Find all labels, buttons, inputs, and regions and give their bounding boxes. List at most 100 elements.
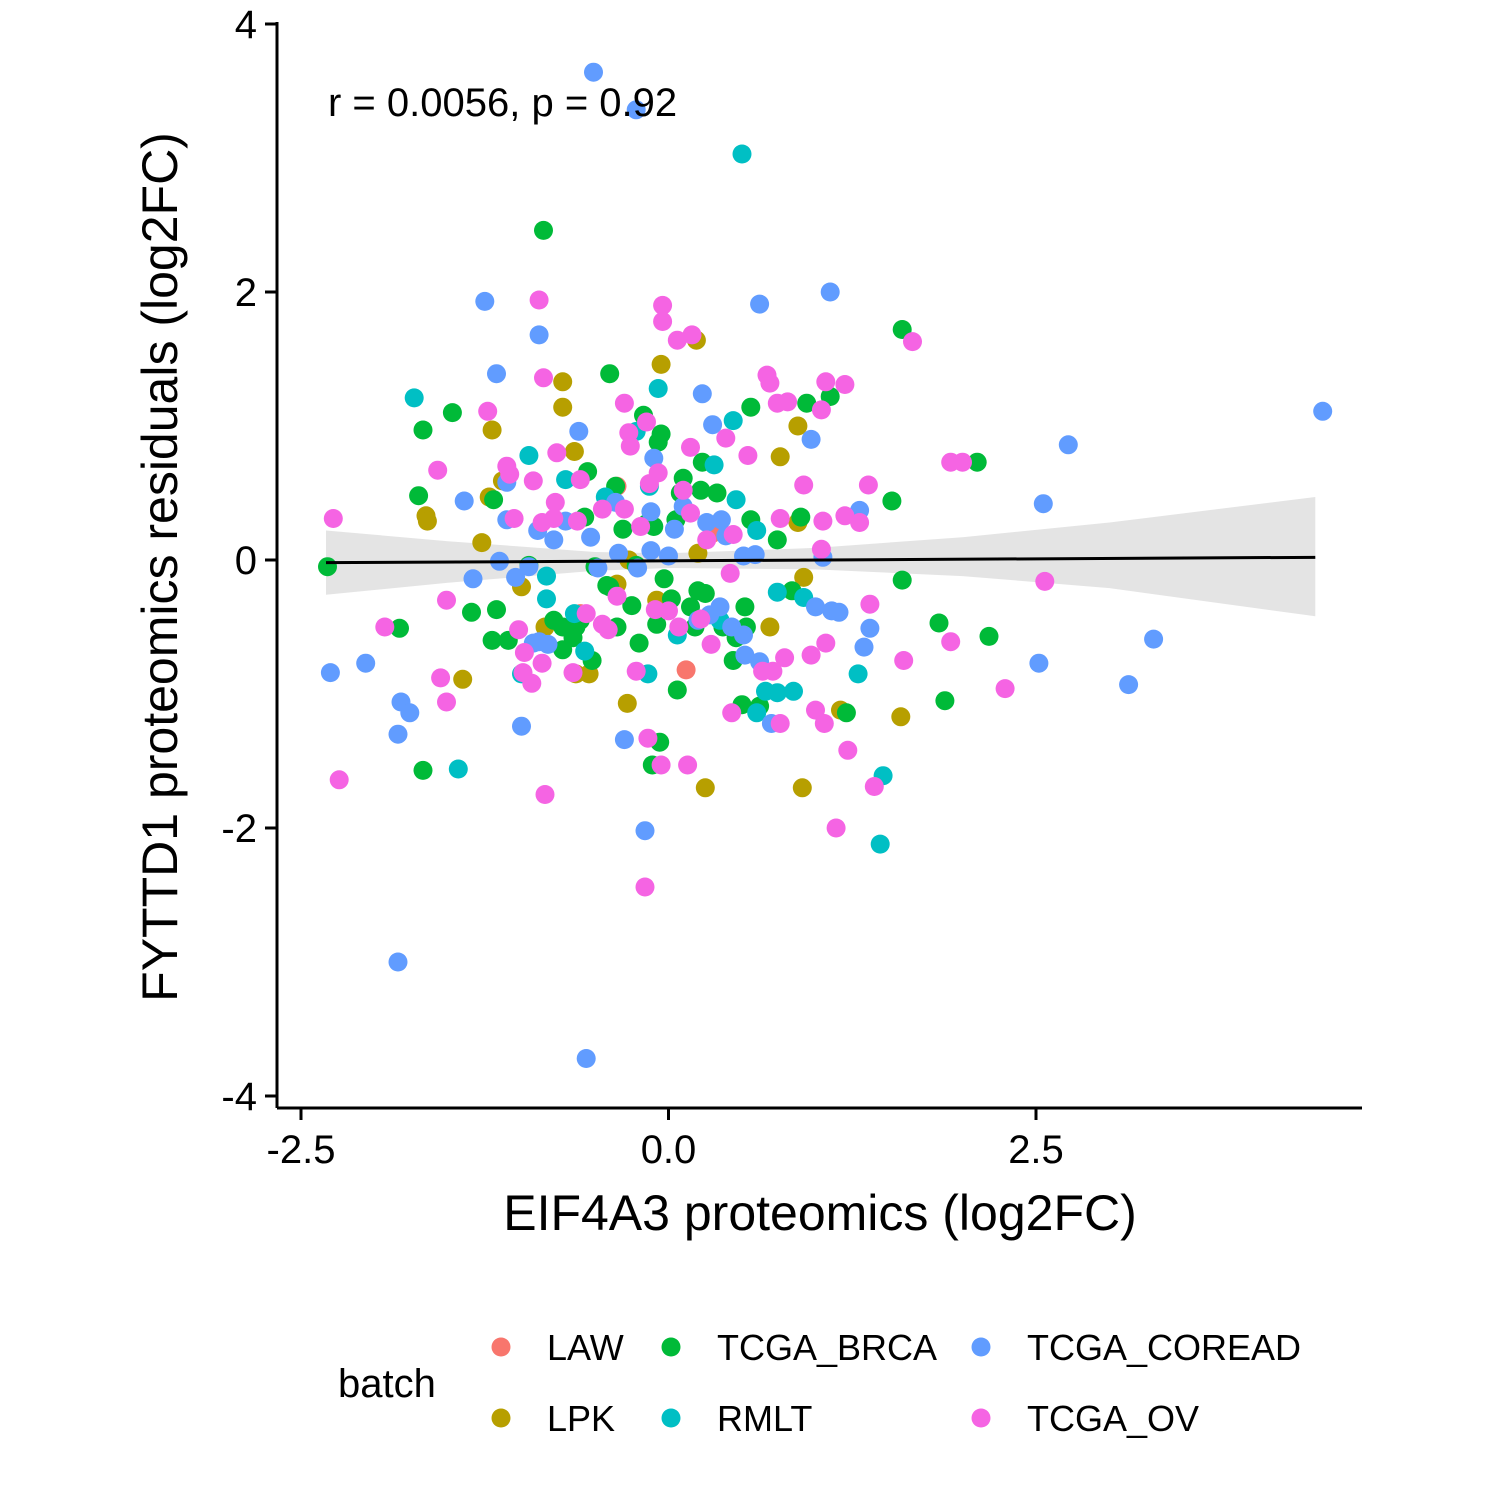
data-point <box>626 661 646 681</box>
data-point <box>681 437 700 457</box>
data-point <box>622 596 642 616</box>
legend-swatch <box>971 1408 991 1428</box>
data-point <box>747 703 767 723</box>
data-point <box>329 770 349 790</box>
data-point <box>431 668 451 688</box>
data-point <box>811 400 831 420</box>
data-point <box>564 442 584 461</box>
data-point <box>569 421 589 441</box>
legend-label: LPK <box>547 1398 615 1439</box>
data-point <box>850 513 870 532</box>
y-tick-label: -2 <box>221 807 257 851</box>
data-point <box>534 368 553 388</box>
data-point <box>1313 401 1333 421</box>
data-point <box>487 600 506 620</box>
data-point <box>318 557 337 577</box>
data-point <box>870 834 890 854</box>
data-point <box>448 759 468 779</box>
data-point <box>979 626 999 646</box>
data-point <box>741 397 761 417</box>
data-point <box>388 724 408 744</box>
data-point <box>617 693 637 713</box>
data-point <box>701 634 721 654</box>
legend-items: LAW TCGA_BRCA TCGA_COREAD LPK RMLT TCGA_OV <box>491 1327 1301 1439</box>
data-point <box>437 692 456 712</box>
data-point <box>723 525 743 544</box>
data-point <box>598 620 618 640</box>
data-point <box>592 499 612 519</box>
data-point <box>553 372 573 392</box>
data-point <box>484 490 504 510</box>
trend-line-layer <box>325 555 1316 565</box>
data-point <box>529 325 549 345</box>
data-point <box>609 543 628 563</box>
y-ticks: -4 -2 0 2 4 <box>221 3 277 1119</box>
data-point <box>1033 494 1053 514</box>
data-point <box>858 475 878 495</box>
data-point <box>537 589 556 609</box>
data-point <box>791 507 811 527</box>
data-point <box>629 633 649 653</box>
data-point <box>635 821 655 841</box>
data-point <box>659 601 678 621</box>
data-point <box>811 539 831 559</box>
data-point <box>614 499 634 519</box>
y-tick-label: -4 <box>221 1075 257 1119</box>
data-point <box>534 220 553 240</box>
data-point <box>767 582 787 602</box>
legend-item-tcga-brca: TCGA_BRCA <box>661 1327 937 1368</box>
legend-swatch <box>661 1408 681 1428</box>
data-point <box>767 683 787 703</box>
x-ticks: -2.5 0.0 2.5 <box>267 1108 1064 1172</box>
data-point <box>497 456 517 476</box>
data-point <box>538 634 558 654</box>
data-point <box>722 703 742 723</box>
data-point <box>644 448 664 468</box>
data-point <box>514 643 534 662</box>
data-point <box>767 530 787 550</box>
data-point <box>535 785 555 804</box>
data-point <box>537 566 556 586</box>
data-point <box>813 511 833 531</box>
legend-swatch <box>971 1337 991 1357</box>
data-point <box>413 760 433 780</box>
data-point <box>453 669 473 689</box>
data-point <box>463 569 483 589</box>
data-point <box>428 460 448 480</box>
data-point <box>836 703 856 723</box>
data-point <box>509 620 529 640</box>
data-point <box>784 681 803 701</box>
data-point <box>716 428 736 448</box>
legend-label: TCGA_OV <box>1027 1398 1199 1439</box>
data-point <box>838 740 858 760</box>
data-point <box>462 602 481 622</box>
data-point <box>760 373 780 393</box>
data-point <box>648 463 668 483</box>
data-point <box>667 680 687 700</box>
data-point <box>1035 571 1055 591</box>
data-point <box>390 618 409 638</box>
data-point <box>641 541 661 561</box>
data-point <box>820 282 840 302</box>
data-point <box>1058 435 1078 455</box>
data-point <box>628 558 648 578</box>
data-point <box>637 412 656 432</box>
data-point <box>682 325 702 345</box>
data-point <box>711 510 731 530</box>
x-tick-label: 0.0 <box>641 1128 697 1172</box>
data-point <box>681 503 700 523</box>
data-point <box>613 519 633 539</box>
legend-item-tcga-coread: TCGA_COREAD <box>971 1327 1301 1368</box>
data-point <box>829 602 849 622</box>
data-point <box>437 590 456 610</box>
legend-item-tcga-ov: TCGA_OV <box>971 1398 1199 1439</box>
data-point <box>1119 675 1139 695</box>
data-point <box>726 490 746 510</box>
data-point <box>323 509 343 528</box>
y-tick-label: 0 <box>235 539 257 583</box>
legend-swatch <box>491 1408 511 1428</box>
data-point <box>710 597 730 617</box>
y-tick-label: 4 <box>235 3 257 47</box>
data-point <box>760 617 780 637</box>
